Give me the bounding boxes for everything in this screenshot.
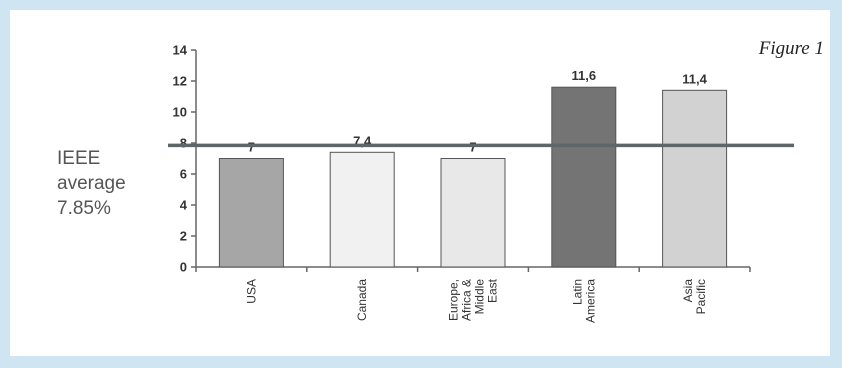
reference-label-line-3: 7.85% <box>57 198 111 219</box>
category-label: Canada <box>355 279 369 321</box>
category-label-line: Asia <box>681 279 695 303</box>
category-label-line: America <box>583 279 597 323</box>
y-tick-label: 10 <box>173 105 187 120</box>
reference-label: IEEE average 7.85% <box>57 146 126 221</box>
category-label-line: Canada <box>355 279 369 321</box>
category-label-line: Latin <box>570 279 584 305</box>
y-tick-label: 8 <box>180 136 187 151</box>
y-tick-label: 4 <box>180 198 188 213</box>
y-tick-label: 6 <box>180 167 187 182</box>
bar <box>440 158 506 268</box>
bar <box>329 151 395 268</box>
category-label-line: Europe, <box>447 279 461 321</box>
y-tick-label: 14 <box>173 43 188 58</box>
figure-frame: 024681012147USA7,4Canada7Europe,Africa &… <box>10 10 830 356</box>
category-label-line: USA <box>244 279 258 304</box>
data-label: 11,4 <box>682 71 707 86</box>
data-label: 11,6 <box>572 68 597 83</box>
bar <box>662 89 728 268</box>
y-tick-label: 2 <box>180 229 187 244</box>
bar <box>551 86 617 268</box>
category-label-line: Africa & <box>460 279 474 321</box>
category-label: Europe, Africa & Middle East <box>447 278 500 321</box>
y-tick-label: 0 <box>180 260 187 275</box>
category-label: USA <box>244 279 258 304</box>
bar-chart: 024681012147USA7,4Canada7Europe,Africa &… <box>168 43 794 323</box>
category-label: Asia Pacific <box>681 279 708 315</box>
category-label: Latin America <box>570 279 597 323</box>
category-label-line: Pacific <box>694 279 708 314</box>
figure-label: Figure 1 <box>758 38 824 59</box>
reference-label-line-2: average <box>57 173 126 194</box>
reference-label-line-1: IEEE <box>57 148 101 169</box>
category-label-line: Middle <box>473 279 487 315</box>
y-tick-label: 12 <box>173 74 187 89</box>
bar <box>218 158 284 268</box>
category-label-line: East <box>486 278 500 303</box>
